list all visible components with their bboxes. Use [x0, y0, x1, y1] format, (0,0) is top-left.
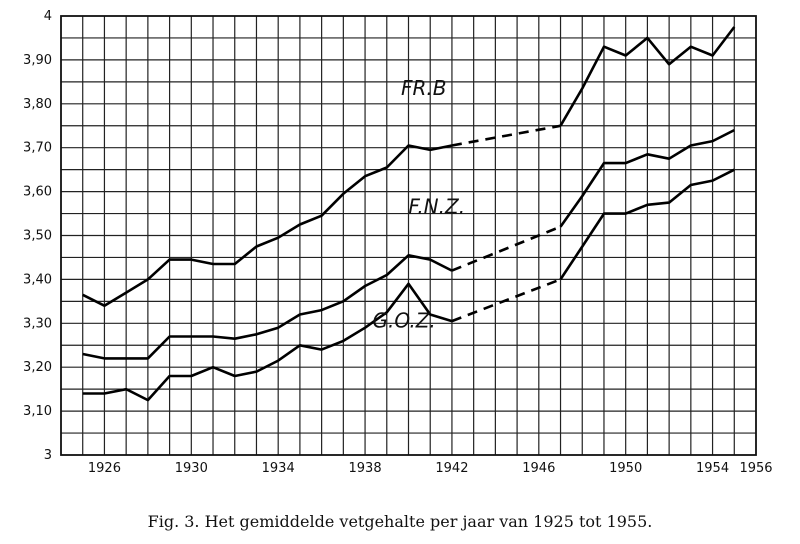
x-tick-label: 1954: [696, 461, 729, 476]
y-tick-label: 3,30: [23, 316, 52, 331]
series-line-g-o-z: [82, 282, 453, 402]
y-tick-label: 3,40: [23, 272, 52, 287]
x-tick-label: 1956: [739, 461, 772, 476]
x-tick-label: 1938: [349, 461, 382, 476]
chart-grid: [61, 16, 756, 455]
y-tick-label: 3,80: [23, 97, 52, 112]
x-tick-label: 1930: [175, 461, 208, 476]
y-tick-label: 3,10: [23, 404, 52, 419]
figure-caption: Fig. 3. Het gemiddelde vetgehalte per ja…: [147, 512, 653, 531]
y-tick-label: 3,70: [23, 141, 52, 156]
y-tick-label: 3,50: [23, 229, 52, 244]
x-tick-label: 1926: [88, 461, 121, 476]
plot-frame: [60, 15, 757, 456]
y-tick-label: 3: [44, 448, 52, 463]
series-line-f-n-z: [82, 254, 453, 360]
series-line-f-n-z-late: [559, 128, 735, 228]
series-label: F.N.Z.: [408, 195, 465, 219]
tick-labels: 3 3,10 3,20 3,30 3,40 3,50 3,60 3,70 3,80 3,90 4 19…: [23, 9, 773, 476]
x-tick-label: 1950: [609, 461, 642, 476]
x-tick-label: 1942: [435, 461, 468, 476]
series-line-g-o-z-late: [559, 168, 735, 281]
series-line-fr-b-late: [559, 26, 736, 127]
chart-series: [82, 26, 736, 402]
chart-axes: [60, 15, 757, 456]
x-tick-label: 1946: [522, 461, 555, 476]
y-tick-label: 3,60: [23, 185, 52, 200]
series-label: G.O.Z.: [373, 309, 436, 333]
series-labels: FR.B F.N.Z. G.O.Z.: [373, 76, 466, 333]
y-tick-label: 4: [44, 9, 52, 24]
series-dashed-f-n-z: [451, 225, 561, 272]
x-tick-label: 1934: [262, 461, 295, 476]
series-dashed-g-o-z: [451, 278, 561, 323]
series-label: FR.B: [401, 76, 446, 100]
y-tick-label: 3,90: [23, 53, 52, 68]
series-line-fr-b: [82, 144, 453, 308]
chart: 3 3,10 3,20 3,30 3,40 3,50 3,60 3,70 3,80 3,90 4 19…: [23, 9, 773, 476]
y-tick-label: 3,20: [23, 360, 52, 375]
series-dashed-fr-b: [451, 124, 561, 147]
